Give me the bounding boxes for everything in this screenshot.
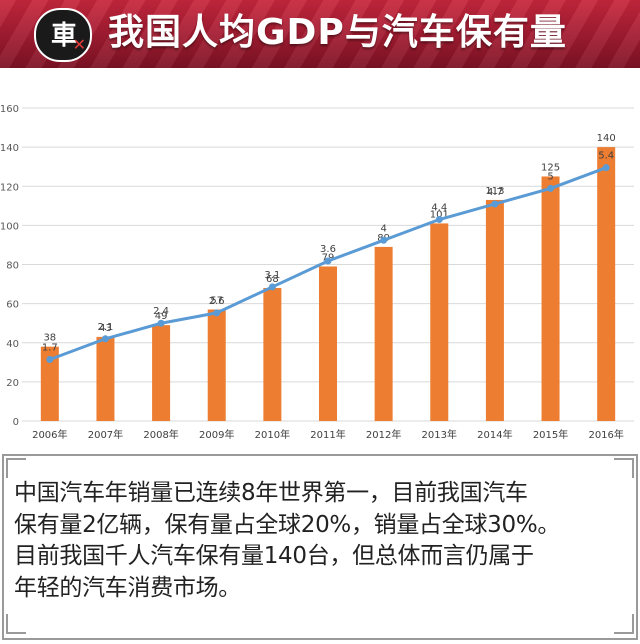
- y-tick-label: 20: [6, 378, 19, 389]
- line-point: [602, 164, 610, 172]
- page-title: 我国人均GDP与汽车保有量: [108, 12, 567, 53]
- x-tick-label: 2010年: [255, 428, 290, 441]
- bar-data-label: 113: [485, 186, 504, 197]
- line-data-label: 5: [547, 171, 553, 182]
- bar: [485, 199, 504, 421]
- bar-data-label: 49: [155, 311, 168, 322]
- bar: [96, 336, 115, 421]
- bar-data-label: 43: [99, 323, 112, 334]
- bar: [207, 309, 226, 421]
- bar: [597, 147, 616, 421]
- frame-corner-ornament: [614, 614, 634, 634]
- bar: [40, 346, 59, 421]
- line-data-label: 4: [380, 223, 386, 234]
- y-tick-label: 120: [0, 182, 19, 193]
- bar: [374, 246, 393, 421]
- caption-line: 年轻的汽车消费市场。: [14, 574, 242, 601]
- line-data-label: 1.7: [42, 343, 58, 354]
- y-tick-label: 100: [0, 221, 19, 232]
- frame-right-line: [636, 454, 638, 640]
- bar-data-label: 38: [43, 333, 56, 344]
- bar: [263, 287, 282, 421]
- line-point: [435, 216, 443, 224]
- line-point: [380, 236, 388, 244]
- y-tick-label: 60: [6, 300, 19, 311]
- y-tick-label: 0: [13, 417, 19, 428]
- x-tick-label: 2013年: [422, 428, 457, 441]
- x-tick-label: 2014年: [477, 428, 512, 441]
- caption-line: 保有量2亿辆，保有量占全球20%，销量占全球30%。: [14, 511, 561, 538]
- line-data-label: 2.6: [209, 296, 225, 307]
- line-point: [324, 257, 332, 265]
- chart-area: 0204060801001201401603843495768798910111…: [0, 68, 640, 450]
- y-tick-label: 140: [0, 143, 19, 154]
- bar-data-label: 57: [210, 295, 223, 306]
- caption-line: 中国汽车年销量已连续8年世界第一，目前我国汽车: [14, 480, 528, 506]
- caption-line: 目前我国千人汽车保有量140台，但总体而言仍属于: [14, 543, 534, 569]
- x-tick-label: 2006年: [32, 428, 67, 441]
- bar: [319, 266, 337, 421]
- line-data-label: 4.7: [487, 187, 503, 198]
- y-tick-label: 160: [0, 104, 19, 115]
- x-tick-label: 2011年: [310, 428, 345, 441]
- x-tick-label: 2009年: [199, 428, 234, 441]
- frame-corner-ornament: [614, 458, 634, 478]
- line-data-label: 5.4: [598, 151, 614, 162]
- bar-data-label: 101: [430, 209, 449, 220]
- frame-top-line: [2, 454, 638, 456]
- line-point: [157, 319, 165, 327]
- bar: [541, 176, 560, 421]
- caption-text: 中国汽车年销量已连续8年世界第一，目前我国汽车 保有量2亿辆，保有量占全球20%…: [14, 478, 638, 604]
- frame-corner-ornament: [6, 458, 26, 478]
- line-point: [491, 200, 499, 208]
- y-tick-label: 40: [6, 339, 19, 350]
- frame-bottom-line: [2, 638, 638, 640]
- logo-glyph: 車: [50, 21, 77, 51]
- y-tick-label: 80: [6, 261, 19, 272]
- line-data-label: 3.6: [320, 244, 336, 255]
- caption-box: 中国汽车年销量已连续8年世界第一，目前我国汽车 保有量2亿辆，保有量占全球20%…: [0, 450, 640, 644]
- bar: [152, 325, 171, 421]
- bar-data-label: 125: [541, 162, 560, 173]
- x-tick-label: 2007年: [88, 428, 123, 441]
- line-point: [213, 309, 221, 317]
- bar-data-label: 68: [266, 274, 279, 285]
- line-data-label: 3.1: [264, 270, 280, 281]
- header-banner: 車 ✕ 我国人均GDP与汽车保有量: [0, 0, 640, 68]
- bar: [430, 223, 449, 421]
- x-tick-label: 2015年: [533, 428, 568, 441]
- line-data-label: 2.1: [98, 322, 114, 333]
- line-data-label: 4.4: [431, 203, 447, 214]
- news-logo-icon: 車 ✕: [34, 8, 92, 62]
- banner-background: [0, 0, 640, 68]
- x-tick-label: 2008年: [143, 428, 178, 441]
- frame-corner-ornament: [6, 614, 26, 634]
- line-point: [101, 335, 109, 343]
- logo-x-mark: ✕: [72, 35, 86, 54]
- x-tick-label: 2016年: [588, 428, 623, 441]
- chart: 0204060801001201401603843495768798910111…: [0, 104, 634, 441]
- line-data-label: 2.4: [153, 306, 169, 317]
- line-point: [547, 184, 555, 192]
- line-point: [268, 283, 276, 291]
- line-point: [46, 356, 54, 364]
- x-tick-label: 2012年: [366, 428, 401, 441]
- bar-data-label: 140: [597, 133, 616, 144]
- frame-left-line: [2, 454, 4, 640]
